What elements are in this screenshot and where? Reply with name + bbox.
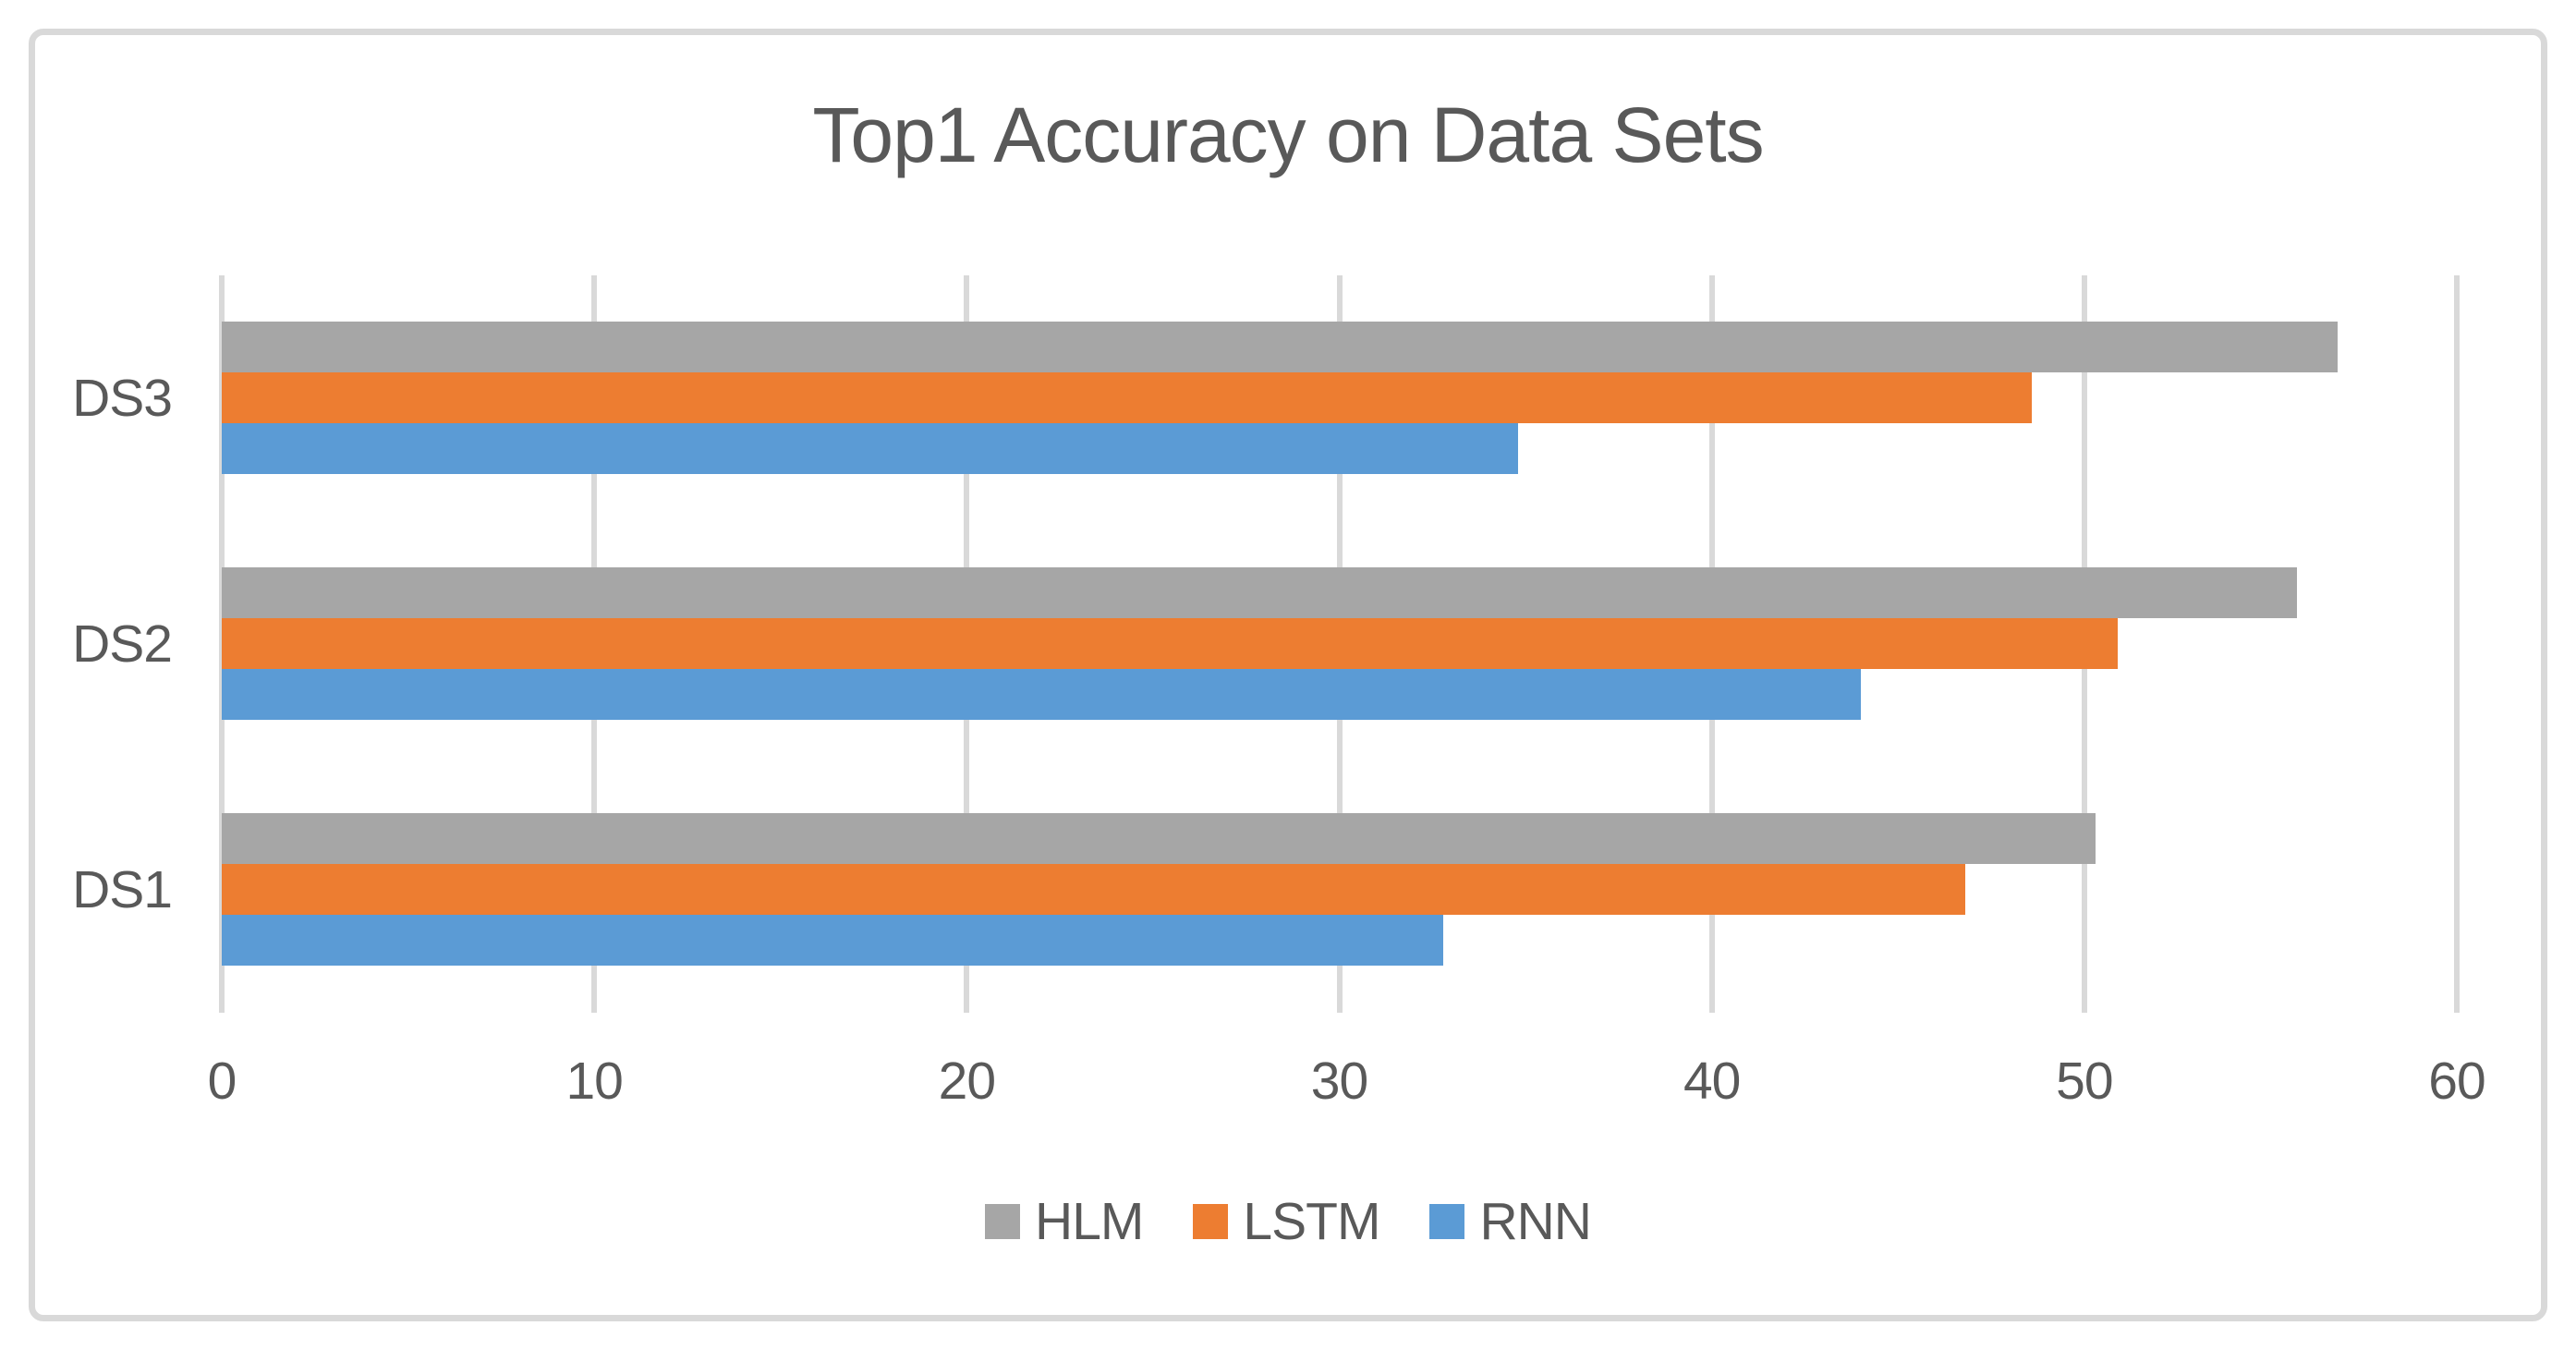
legend-label-rnn: RNN	[1479, 1191, 1591, 1251]
category-label-ds1: DS1	[72, 860, 173, 919]
x-tick-label-10: 10	[565, 1052, 623, 1111]
bar-ds2-lstm	[222, 618, 2119, 669]
category-axis: DS3 DS2 DS1	[0, 275, 173, 1013]
x-tick-label-40: 40	[1683, 1052, 1741, 1111]
legend-marker-lstm	[1193, 1204, 1229, 1239]
category-label-ds3: DS3	[72, 369, 173, 428]
bar-ds1-lstm	[222, 864, 1965, 915]
x-tick-label-30: 30	[1310, 1052, 1368, 1111]
gridline	[2454, 275, 2460, 1013]
x-tick-label-50: 50	[2056, 1052, 2113, 1111]
bar-ds3-hlm	[222, 322, 2338, 372]
bar-ds1-hlm	[222, 813, 2096, 864]
plot-area	[219, 275, 2460, 1013]
bar-ds3-rnn	[222, 423, 1519, 474]
value-axis: 0 10 20 30 40 50 60	[208, 1052, 2486, 1120]
bar-ds2-rnn	[222, 669, 1861, 720]
legend-label-hlm: HLM	[1035, 1191, 1144, 1251]
legend-marker-rnn	[1429, 1204, 1465, 1239]
legend-item-rnn: RNN	[1429, 1191, 1592, 1251]
bar-ds2-hlm	[222, 567, 2297, 618]
x-tick-label-20: 20	[938, 1052, 996, 1111]
legend-label-lstm: LSTM	[1243, 1191, 1380, 1251]
legend-marker-hlm	[985, 1204, 1021, 1239]
legend-item-hlm: HLM	[985, 1191, 1144, 1251]
x-tick-label-60: 60	[2428, 1052, 2485, 1111]
legend: HLM LSTM RNN	[0, 1192, 2576, 1251]
bar-ds1-rnn	[222, 915, 1444, 966]
legend-item-lstm: LSTM	[1193, 1191, 1380, 1251]
bar-ds3-lstm	[222, 372, 2033, 423]
chart-title: Top1 Accuracy on Data Sets	[812, 91, 1764, 178]
x-tick-label-0: 0	[207, 1052, 237, 1111]
category-label-ds2: DS2	[72, 614, 173, 674]
